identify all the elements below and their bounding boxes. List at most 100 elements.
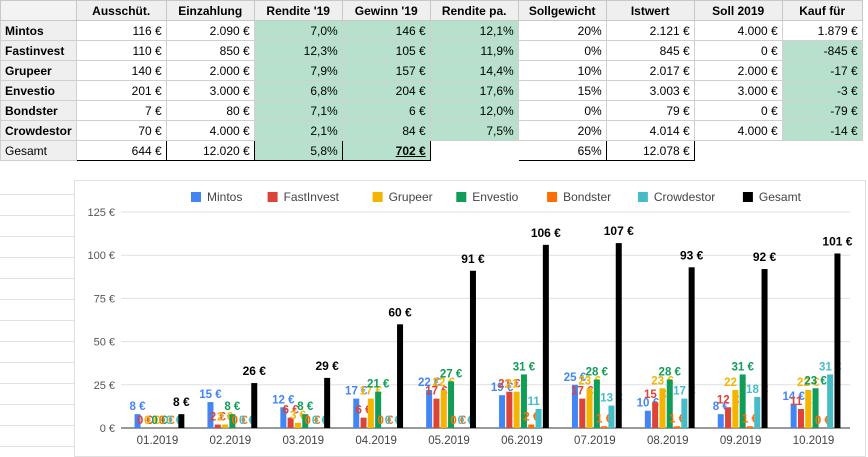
x-tick-label: 01.2019: [137, 435, 179, 447]
platform-name[interactable]: Fastinvest: [0, 40, 77, 61]
cell[interactable]: 4.000 €: [693, 20, 783, 41]
cell[interactable]: 0%: [517, 40, 607, 61]
cell[interactable]: 2.017 €: [605, 60, 695, 81]
cell[interactable]: [430, 141, 518, 161]
cell[interactable]: 7,9%: [253, 60, 343, 81]
legend-swatch: [267, 192, 278, 202]
data-label: 19 €: [491, 382, 514, 394]
cell[interactable]: -845 €: [781, 40, 863, 61]
cell[interactable]: 6 €: [341, 100, 431, 121]
cell[interactable]: 84 €: [341, 120, 431, 141]
cell[interactable]: 4.000 €: [165, 120, 255, 141]
corner-cell[interactable]: [0, 0, 77, 21]
header-cell[interactable]: Einzahlung: [165, 0, 255, 21]
data-label: 25 €: [564, 372, 587, 384]
cell[interactable]: 157 €: [341, 60, 431, 81]
legend-swatch: [547, 192, 558, 202]
cell[interactable]: 80 €: [165, 100, 255, 121]
cell[interactable]: 20%: [517, 120, 607, 141]
cell[interactable]: 12,3%: [253, 40, 343, 61]
cell[interactable]: 12.020 €: [165, 140, 255, 161]
cell[interactable]: 14,4%: [429, 60, 519, 81]
data-label: 23 €: [804, 375, 827, 387]
cell[interactable]: 644 €: [75, 140, 167, 161]
cell[interactable]: 140 €: [75, 60, 167, 81]
bar: [469, 270, 476, 428]
cell[interactable]: 6,8%: [253, 80, 343, 101]
cell[interactable]: 3.000 €: [165, 80, 255, 101]
cell[interactable]: 0%: [517, 100, 607, 121]
platform-name[interactable]: Mintos: [0, 20, 77, 41]
cell[interactable]: 12,1%: [429, 20, 519, 41]
cell[interactable]: -14 €: [781, 120, 863, 141]
cell[interactable]: 0 €: [693, 100, 783, 121]
header-cell[interactable]: Kauf für: [781, 0, 863, 21]
cell[interactable]: -3 €: [781, 80, 863, 101]
platform-name[interactable]: Bondster: [0, 100, 77, 121]
cell[interactable]: 7,5%: [429, 120, 519, 141]
cell[interactable]: 10%: [517, 60, 607, 81]
legend-label: Grupeer: [389, 190, 433, 204]
table-row: Grupeer 140 €2.000 €7,9% 157 €14,4% 10% 2.01…: [0, 60, 863, 81]
cell[interactable]: 17,6%: [429, 80, 519, 101]
cell[interactable]: [694, 141, 782, 161]
cell[interactable]: 7,1%: [253, 100, 343, 121]
cell[interactable]: 2.121 €: [605, 20, 695, 41]
header-cell[interactable]: Rendite '19: [253, 0, 343, 21]
cell[interactable]: 3.003 €: [605, 80, 695, 101]
total-label[interactable]: Gesamt: [0, 140, 77, 161]
header-cell[interactable]: Rendite pa.: [429, 0, 519, 21]
cell[interactable]: 5,8%: [253, 140, 343, 161]
cell[interactable]: 850 €: [165, 40, 255, 61]
header-cell[interactable]: Soll 2019: [693, 0, 783, 21]
data-label: 2 €: [210, 412, 227, 424]
cell[interactable]: -17 €: [781, 60, 863, 81]
cell[interactable]: 201 €: [75, 80, 167, 101]
header-cell[interactable]: Istwert: [605, 0, 695, 21]
bar: [797, 408, 804, 428]
cell[interactable]: 1.879 €: [781, 20, 863, 41]
cell[interactable]: 116 €: [75, 20, 167, 41]
bar: [725, 407, 732, 428]
cell[interactable]: 110 €: [75, 40, 167, 61]
cell[interactable]: 79 €: [605, 100, 695, 121]
cell[interactable]: 0 €: [693, 40, 783, 61]
cell[interactable]: 20%: [517, 20, 607, 41]
cell[interactable]: 702 €: [341, 140, 431, 161]
platform-name[interactable]: Grupeer: [0, 60, 77, 81]
y-tick-label: 25 €: [94, 380, 115, 392]
cell[interactable]: 2.000 €: [165, 60, 255, 81]
header-cell[interactable]: Ausschüt.: [75, 0, 167, 21]
bar: [280, 407, 287, 428]
cell[interactable]: 2,1%: [253, 120, 343, 141]
cell[interactable]: 11,9%: [429, 40, 519, 61]
cell[interactable]: 845 €: [605, 40, 695, 61]
header-cell[interactable]: Gewinn '19: [341, 0, 431, 21]
cell[interactable]: 204 €: [341, 80, 431, 101]
bar: [513, 391, 520, 428]
cell[interactable]: 3.000 €: [693, 80, 783, 101]
cell[interactable]: 4.000 €: [693, 120, 783, 141]
bar: [732, 389, 739, 428]
chart-area[interactable]: Mintos FastInvest Grupeer Envestio Bondster C…: [74, 180, 866, 457]
bar: [746, 426, 753, 428]
cell[interactable]: 146 €: [341, 20, 431, 41]
cell[interactable]: 2.000 €: [693, 60, 783, 81]
platform-name[interactable]: Envestio: [0, 80, 77, 101]
header-cell[interactable]: Sollgewicht: [517, 0, 607, 21]
cell[interactable]: 4.014 €: [605, 120, 695, 141]
cell[interactable]: 7 €: [75, 100, 167, 121]
cell[interactable]: 70 €: [75, 120, 167, 141]
cell[interactable]: 12,0%: [429, 100, 519, 121]
bar: [666, 379, 673, 428]
cell[interactable]: -79 €: [781, 100, 863, 121]
cell[interactable]: [782, 141, 862, 161]
cell[interactable]: 7,0%: [253, 20, 343, 41]
cell[interactable]: 12.078 €: [605, 140, 695, 161]
legend-swatch: [191, 192, 201, 202]
cell[interactable]: 15%: [517, 80, 607, 101]
cell[interactable]: 105 €: [341, 40, 431, 61]
cell[interactable]: 2.090 €: [165, 20, 255, 41]
cell[interactable]: 65%: [517, 140, 607, 161]
platform-name[interactable]: Crowdestor: [0, 120, 77, 141]
